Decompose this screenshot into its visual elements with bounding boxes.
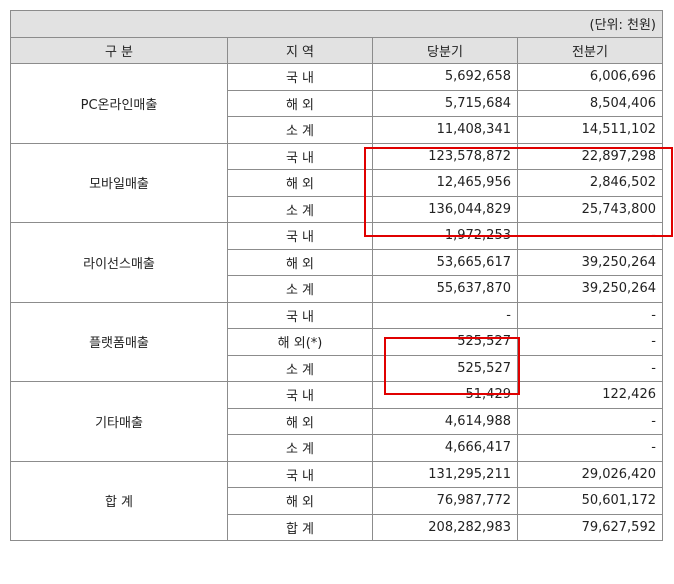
current-quarter-cell: 123,578,872	[372, 142, 518, 170]
table-row: 플랫폼매출 국 내--	[10, 301, 663, 382]
table-row: 해 외 5,715,684 8,504,406	[11, 89, 663, 117]
header-category: 구 분	[10, 36, 228, 64]
region-cell: 국 내	[227, 460, 373, 488]
current-quarter-cell: 11,408,341	[372, 116, 518, 144]
table-row: 합 계 208,282,983 79,627,592	[11, 513, 663, 541]
header-row: 구 분 지 역 당분기 전분기	[10, 36, 663, 64]
previous-quarter-cell: 50,601,172	[517, 487, 663, 515]
region-cell: 국 내	[227, 381, 373, 409]
header-region: 지 역	[227, 36, 373, 64]
revenue-table: (단위: 천원) 구 분 지 역 당분기 전분기 PC온라인매출 국 내 5,692…	[10, 10, 663, 541]
header-current-quarter: 당분기	[372, 36, 518, 64]
category-cell: 라이선스매출	[10, 222, 228, 303]
region-cell: 소 계	[227, 195, 373, 223]
current-quarter-cell: 131,295,211	[372, 460, 518, 488]
current-quarter-cell: 51,429	[372, 381, 518, 409]
current-quarter-cell: 5,715,684	[372, 89, 518, 117]
current-quarter-cell: 5,692,658	[372, 63, 518, 91]
current-quarter-cell: 525,527	[372, 354, 518, 382]
table-row: 소 계 11,408,341 14,511,102	[11, 116, 663, 144]
region-cell: 해 외	[227, 407, 373, 435]
current-quarter-cell: 4,614,988	[372, 407, 518, 435]
previous-quarter-cell: 29,026,420	[517, 460, 663, 488]
previous-quarter-cell: -	[517, 354, 663, 382]
table-row: 해 외 53,665,617 39,250,264	[11, 248, 663, 276]
current-quarter-cell: 53,665,617	[372, 248, 518, 276]
previous-quarter-cell: -	[517, 301, 663, 329]
region-cell: 국 내	[227, 222, 373, 250]
table-row: PC온라인매출 국 내 5,692,658 6,006,696	[10, 63, 663, 144]
table-row: 소 계 55,637,870 39,250,264	[11, 275, 663, 303]
previous-quarter-cell: 25,743,800	[517, 195, 663, 223]
current-quarter-cell: -	[372, 301, 518, 329]
table-row: 라이선스매출 국 내 1,972,253-	[10, 222, 663, 303]
region-cell: 합 계	[227, 513, 373, 541]
region-cell: 해 외	[227, 248, 373, 276]
previous-quarter-cell: -	[517, 222, 663, 250]
table-row: 모바일매출 국 내 123,578,872 22,897,298	[10, 142, 663, 223]
previous-quarter-cell: 6,006,696	[517, 63, 663, 91]
previous-quarter-cell: -	[517, 434, 663, 462]
previous-quarter-cell: 39,250,264	[517, 248, 663, 276]
region-cell: 국 내	[227, 301, 373, 329]
current-quarter-cell: 136,044,829	[372, 195, 518, 223]
previous-quarter-cell: 22,897,298	[517, 142, 663, 170]
current-quarter-cell: 208,282,983	[372, 513, 518, 541]
region-cell: 해 외(*)	[227, 328, 373, 356]
current-quarter-cell: 76,987,772	[372, 487, 518, 515]
region-cell: 국 내	[227, 142, 373, 170]
region-cell: 해 외	[227, 487, 373, 515]
current-quarter-cell: 525,527	[372, 328, 518, 356]
header-previous-quarter: 전분기	[517, 36, 663, 64]
previous-quarter-cell: -	[517, 407, 663, 435]
region-cell: 소 계	[227, 434, 373, 462]
current-quarter-cell: 55,637,870	[372, 275, 518, 303]
previous-quarter-cell: 122,426	[517, 381, 663, 409]
previous-quarter-cell: 14,511,102	[517, 116, 663, 144]
previous-quarter-cell: 39,250,264	[517, 275, 663, 303]
region-cell: 해 외	[227, 89, 373, 117]
table-row: 소 계 136,044,829 25,743,800	[11, 195, 663, 223]
category-cell: 모바일매출	[10, 142, 228, 223]
current-quarter-cell: 12,465,956	[372, 169, 518, 197]
current-quarter-cell: 1,972,253	[372, 222, 518, 250]
previous-quarter-cell: -	[517, 328, 663, 356]
region-cell: 소 계	[227, 275, 373, 303]
previous-quarter-cell: 8,504,406	[517, 89, 663, 117]
region-cell: 소 계	[227, 116, 373, 144]
unit-label: (단위: 천원)	[10, 10, 663, 38]
previous-quarter-cell: 2,846,502	[517, 169, 663, 197]
region-cell: 국 내	[227, 63, 373, 91]
category-cell: 합 계	[10, 460, 228, 541]
previous-quarter-cell: 79,627,592	[517, 513, 663, 541]
revenue-table-container: (단위: 천원) 구 분 지 역 당분기 전분기 PC온라인매출 국 내 5,692…	[10, 10, 673, 541]
category-cell: PC온라인매출	[10, 63, 228, 144]
region-cell: 소 계	[227, 354, 373, 382]
table-row: 해 외 12,465,956 2,846,502	[11, 169, 663, 197]
current-quarter-cell: 4,666,417	[372, 434, 518, 462]
category-cell: 플랫폼매출	[10, 301, 228, 382]
unit-row: (단위: 천원)	[10, 10, 663, 38]
table-row: 기타매출 국 내 51,429 122,426	[10, 381, 663, 462]
category-cell: 기타매출	[10, 381, 228, 462]
region-cell: 해 외	[227, 169, 373, 197]
